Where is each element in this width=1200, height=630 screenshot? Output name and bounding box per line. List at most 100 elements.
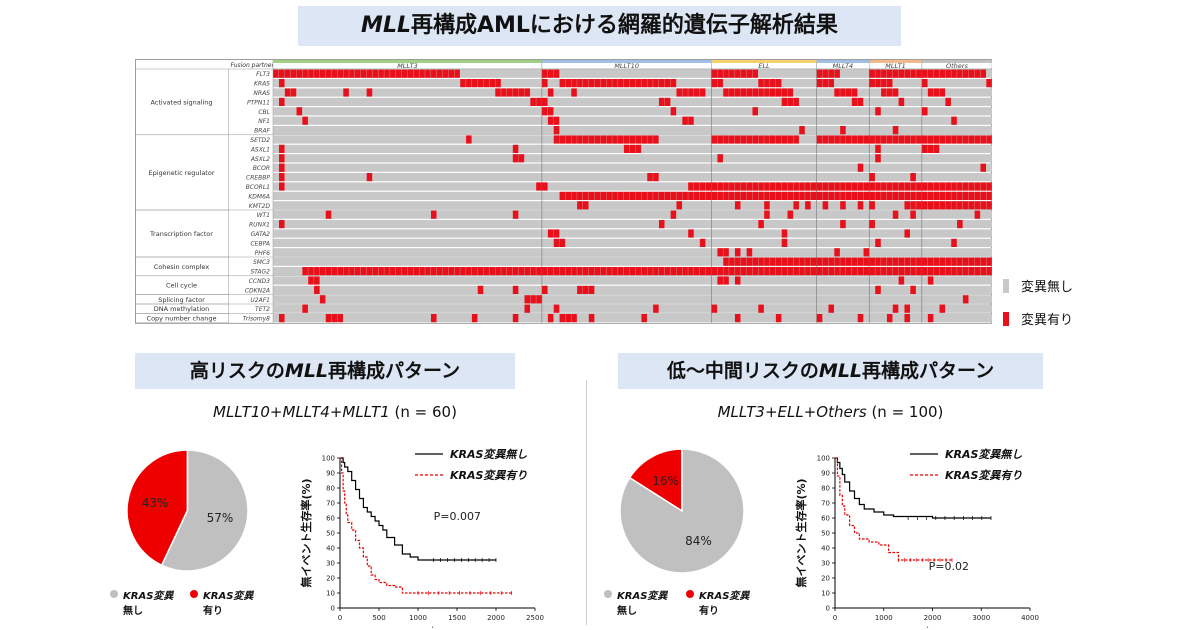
high-risk-km-legend-label-0: KRAS変異無し xyxy=(450,448,527,461)
mutation-cell-365 xyxy=(588,191,595,200)
mutation-cell-524 xyxy=(770,257,776,266)
mutation-cell-243 xyxy=(898,135,905,144)
gene-row-bg-18 xyxy=(273,238,992,247)
mutation-cell-394 xyxy=(758,191,764,200)
low-risk-km-xlabel: days xyxy=(924,626,941,628)
category-label-0: Activated signaling xyxy=(150,98,212,106)
mutation-cell-658 xyxy=(799,267,805,276)
mutation-cell-20 xyxy=(390,69,396,78)
gene-row-bg-22 xyxy=(273,276,992,285)
low-risk-pie-legend-mutated: KRAS変異 有り xyxy=(686,587,749,617)
mutation-cell-465 xyxy=(957,201,963,210)
low-risk-km-xtick-label-2: 2000 xyxy=(924,614,942,622)
mutation-cell-403 xyxy=(810,191,817,200)
gene-row-bg-5 xyxy=(273,116,992,125)
mutation-cell-377 xyxy=(658,191,665,200)
mutation-cell-371 xyxy=(623,191,630,200)
mutation-cell-619 xyxy=(571,267,577,276)
mutation-cell-361 xyxy=(565,191,571,200)
mutation-cell-316 xyxy=(799,182,805,191)
mutation-cell-238 xyxy=(869,135,875,144)
mutation-cell-606 xyxy=(495,267,501,276)
mutation-cell-418 xyxy=(898,191,905,200)
gene-row-bg-17 xyxy=(273,229,992,238)
mutation-cell-587 xyxy=(384,267,390,276)
mutation-cell-422 xyxy=(922,191,928,200)
mutation-cell-389 xyxy=(729,191,735,200)
gene-label-23: CDKN2A xyxy=(245,287,270,294)
mutation-cell-390 xyxy=(734,191,741,200)
mutation-cell-159 xyxy=(927,88,934,97)
gene-row-bg-20 xyxy=(273,257,992,266)
mutation-cell-258 xyxy=(986,135,992,144)
mutation-cell-660 xyxy=(810,267,817,276)
mutation-cell-466 xyxy=(962,201,969,210)
mutation-cell-333 xyxy=(898,182,905,191)
mutation-cell-94 xyxy=(612,79,618,88)
high-risk-km-xtick-label-0: 0 xyxy=(338,614,342,622)
high-risk-km-xtick-label-3: 1500 xyxy=(448,614,466,622)
mutation-cell-725 xyxy=(553,304,560,313)
mutation-cell-724 xyxy=(524,304,531,313)
mutation-cell-220 xyxy=(746,135,753,144)
mutation-cell-51 xyxy=(892,69,899,78)
mutation-cell-119 xyxy=(986,79,992,88)
mutation-cell-199 xyxy=(571,135,577,144)
mutation-cell-96 xyxy=(623,79,630,88)
mutation-cell-271 xyxy=(512,144,519,153)
mutation-cell-274 xyxy=(635,144,642,153)
low-risk-heading: 低～中間リスクのMLL再構成パターン xyxy=(618,353,1043,389)
mutation-cell-605 xyxy=(489,267,495,276)
category-label-3: Cohesin complex xyxy=(154,263,210,271)
mutation-cell-491 xyxy=(278,220,285,229)
mutation-cell-33 xyxy=(547,69,554,78)
mutation-cell-14 xyxy=(354,69,361,78)
mutation-cell-484 xyxy=(512,210,519,219)
mutation-cell-647 xyxy=(734,267,741,276)
mutation-cell-461 xyxy=(933,201,940,210)
mutation-cell-2 xyxy=(284,69,291,78)
mutation-cell-29 xyxy=(442,69,449,78)
mutation-cell-23 xyxy=(407,69,414,78)
mutation-cell-298 xyxy=(694,182,700,191)
partner-label-4: MLLT1 xyxy=(885,62,906,70)
mutation-cell-127 xyxy=(495,88,501,97)
mutation-cell-405 xyxy=(822,191,829,200)
mutation-cell-525 xyxy=(775,257,782,266)
gene-label-11: CREBBP xyxy=(246,175,270,182)
mutation-cell-209 xyxy=(629,135,636,144)
gene-label-20: SMC3 xyxy=(253,259,270,266)
category-label-6: DNA methylation xyxy=(154,305,209,313)
mutation-cell-507 xyxy=(875,238,881,247)
mutation-cell-15 xyxy=(360,69,367,78)
mutation-cell-42 xyxy=(752,69,759,78)
mutation-cell-182 xyxy=(752,107,759,116)
mutation-cell-459 xyxy=(922,201,928,210)
mutation-cell-281 xyxy=(518,154,525,163)
mutation-cell-408 xyxy=(840,191,846,200)
mutation-cell-621 xyxy=(582,267,589,276)
low-risk-km-pvalue: P=0.02 xyxy=(929,560,969,573)
mutation-cell-608 xyxy=(506,267,513,276)
mutation-cell-195 xyxy=(466,135,472,144)
low-risk-cohort: MLLT3+ELL+Others (n = 100) xyxy=(717,403,944,421)
mutation-cell-277 xyxy=(927,144,934,153)
mutation-cell-425 xyxy=(939,191,946,200)
gene-label-3: PTPN11 xyxy=(247,99,270,106)
mutation-cell-708 xyxy=(927,276,934,285)
low-risk-km-xtick-label-0: 0 xyxy=(833,614,837,622)
mutation-cell-384 xyxy=(699,191,706,200)
mutation-cell-374 xyxy=(641,191,647,200)
mutation-cell-670 xyxy=(869,267,875,276)
mutation-cell-86 xyxy=(565,79,571,88)
mutation-cell-290 xyxy=(647,173,653,182)
low-risk-km-legend-label-1: KRAS変異有り xyxy=(945,469,1022,482)
mutation-cell-240 xyxy=(881,135,887,144)
mutation-cell-314 xyxy=(787,182,794,191)
mutation-cell-285 xyxy=(278,163,285,172)
high-risk-km-ytick-label-7: 70 xyxy=(326,500,335,508)
mutation-cell-501 xyxy=(904,229,911,238)
mutation-cell-80 xyxy=(477,79,484,88)
mutation-cell-688 xyxy=(974,267,981,276)
